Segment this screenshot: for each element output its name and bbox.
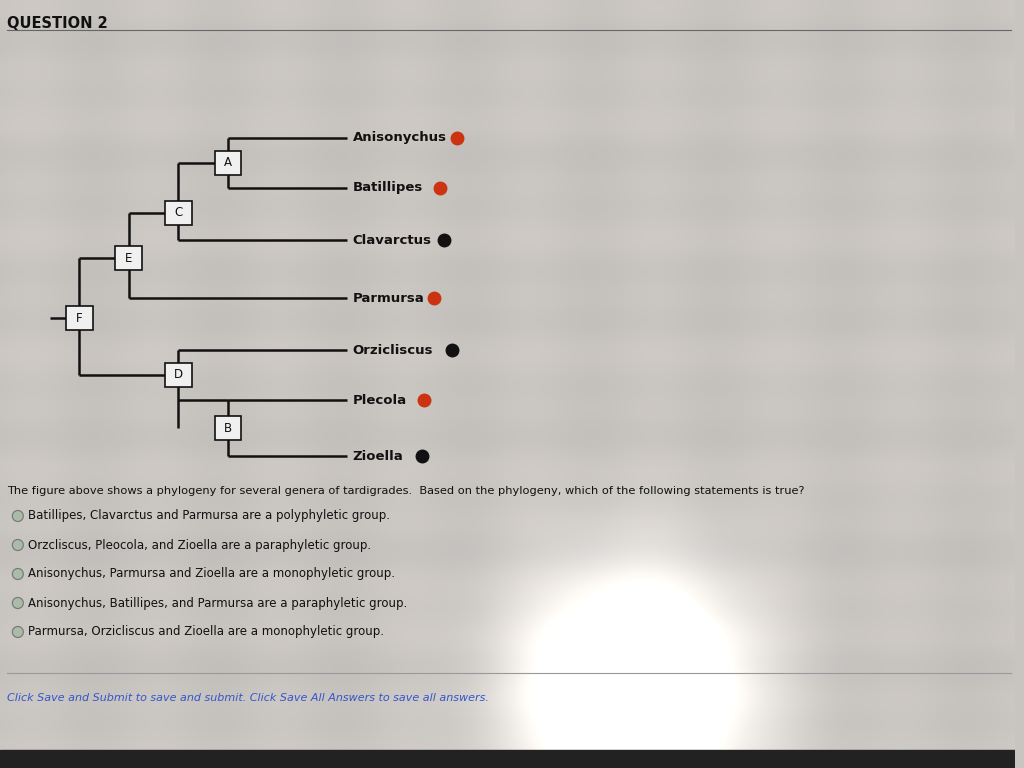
Text: Batillipes, Clavarctus and Parmursa are a polyphyletic group.: Batillipes, Clavarctus and Parmursa are … xyxy=(28,509,390,522)
Text: C: C xyxy=(174,207,182,220)
Text: Clavarctus: Clavarctus xyxy=(352,233,432,247)
Text: Parmursa, Orzicliscus and Zioella are a monophyletic group.: Parmursa, Orzicliscus and Zioella are a … xyxy=(28,625,384,638)
Text: Parmursa: Parmursa xyxy=(352,292,425,304)
Text: Zioella: Zioella xyxy=(352,449,403,462)
Bar xyxy=(0,750,1015,768)
Text: Anisonychus, Batillipes, and Parmursa are a paraphyletic group.: Anisonychus, Batillipes, and Parmursa ar… xyxy=(28,597,407,610)
FancyBboxPatch shape xyxy=(66,306,92,330)
Text: Orzicliscus: Orzicliscus xyxy=(352,343,433,356)
Circle shape xyxy=(12,598,24,608)
Text: Click Save and Submit to save and submit. Click Save All Answers to save all ans: Click Save and Submit to save and submit… xyxy=(7,693,488,703)
FancyBboxPatch shape xyxy=(215,151,242,175)
FancyBboxPatch shape xyxy=(165,201,191,225)
Text: Plecola: Plecola xyxy=(352,393,407,406)
Circle shape xyxy=(12,568,24,580)
FancyBboxPatch shape xyxy=(165,363,191,387)
Text: F: F xyxy=(76,312,83,325)
Text: Batillipes: Batillipes xyxy=(352,181,423,194)
Circle shape xyxy=(12,627,24,637)
FancyBboxPatch shape xyxy=(215,416,242,440)
Text: QUESTION 2: QUESTION 2 xyxy=(7,16,108,31)
FancyBboxPatch shape xyxy=(116,246,142,270)
Text: Orzcliscus, Pleocola, and Zioella are a paraphyletic group.: Orzcliscus, Pleocola, and Zioella are a … xyxy=(28,538,371,551)
Text: Anisonychus: Anisonychus xyxy=(352,131,446,144)
Text: D: D xyxy=(174,369,183,382)
Text: A: A xyxy=(224,157,231,170)
Text: B: B xyxy=(224,422,232,435)
Text: Anisonychus, Parmursa and Zioella are a monophyletic group.: Anisonychus, Parmursa and Zioella are a … xyxy=(28,568,394,581)
Circle shape xyxy=(12,511,24,521)
Text: The figure above shows a phylogeny for several genera of tardigrades.  Based on : The figure above shows a phylogeny for s… xyxy=(7,486,805,496)
Circle shape xyxy=(12,539,24,551)
Text: E: E xyxy=(125,251,132,264)
